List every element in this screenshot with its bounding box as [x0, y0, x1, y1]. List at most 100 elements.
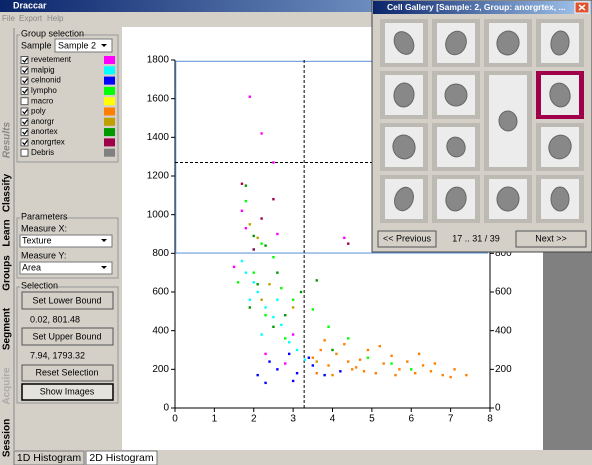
group-name: malpig	[31, 65, 55, 74]
side-tab[interactable]: Groups	[2, 255, 13, 291]
checkbox[interactable]	[20, 86, 29, 95]
menu-item[interactable]: File	[2, 14, 15, 23]
point	[244, 227, 248, 230]
point	[284, 337, 287, 340]
point	[335, 352, 338, 356]
cell-image	[444, 83, 468, 107]
cell-image	[550, 30, 570, 56]
cell-image	[550, 186, 570, 212]
point	[264, 352, 267, 356]
point	[284, 362, 287, 365]
point	[323, 373, 326, 377]
checkbox[interactable]	[20, 76, 29, 85]
point	[240, 182, 244, 185]
bottom-tab[interactable]	[13, 450, 85, 465]
window-title: Draccar	[13, 0, 47, 10]
side-tab[interactable]: Acquire	[2, 367, 13, 405]
point	[347, 242, 350, 245]
group-color	[104, 76, 115, 85]
point	[382, 362, 385, 365]
checkbox[interactable]	[20, 66, 29, 75]
point	[291, 333, 295, 336]
x-tick-label: 6	[408, 414, 414, 425]
checkbox[interactable]	[20, 138, 29, 147]
x-tick-label: 3	[290, 414, 296, 425]
label: Measure X:	[21, 223, 67, 233]
bottom-tab[interactable]	[85, 450, 158, 465]
box-title-bg	[20, 282, 54, 291]
menu-item[interactable]: Export	[19, 14, 43, 23]
checkbox[interactable]	[20, 97, 29, 106]
point	[291, 379, 295, 383]
point	[232, 265, 236, 269]
y-tick-label: 1200	[147, 171, 170, 182]
group-name: anorgr	[31, 117, 54, 126]
side-strip	[543, 252, 592, 450]
button-pressed[interactable]	[21, 383, 114, 401]
side-tab[interactable]: Classify	[2, 173, 13, 212]
check-mark	[22, 119, 28, 125]
checkbox[interactable]	[20, 107, 29, 116]
point	[252, 271, 255, 274]
group-color	[104, 107, 115, 116]
group-name: Debris	[31, 148, 54, 157]
x-tick-label: 1	[212, 414, 218, 425]
point	[244, 199, 248, 203]
checkbox[interactable]	[20, 117, 29, 126]
point	[350, 368, 354, 371]
point	[268, 283, 271, 286]
menu-item[interactable]: Help	[47, 14, 64, 23]
button[interactable]	[515, 230, 587, 248]
bound-text: 0.02, 801.48	[30, 314, 80, 324]
group-name: macro	[31, 96, 54, 105]
group-box	[16, 286, 119, 404]
cell-image	[548, 134, 572, 160]
button-label: Reset Selection	[35, 367, 98, 377]
y-tick-label: 1600	[147, 93, 170, 104]
point	[295, 348, 299, 352]
point	[276, 368, 279, 371]
side-tab[interactable]: Session	[2, 419, 13, 457]
sample-select[interactable]	[54, 38, 113, 53]
select-value: Sample 2	[58, 40, 96, 50]
point	[240, 259, 244, 263]
group-color	[104, 148, 115, 157]
point	[362, 370, 366, 373]
point	[248, 306, 252, 309]
side-tab[interactable]: Results	[2, 122, 13, 159]
measure-y-select[interactable]	[19, 261, 113, 275]
side-tab[interactable]: Learn	[2, 219, 13, 246]
point	[244, 271, 248, 274]
point	[248, 298, 252, 301]
cell-image	[498, 110, 518, 132]
close-icon	[578, 4, 586, 11]
point	[284, 314, 287, 317]
point	[465, 373, 468, 377]
point	[390, 362, 393, 365]
button[interactable]	[21, 364, 114, 382]
checkbox[interactable]	[20, 148, 29, 157]
cell-image	[549, 82, 571, 108]
point	[260, 217, 263, 220]
dropdown-arrow	[101, 266, 107, 269]
button[interactable]	[377, 230, 437, 248]
checkbox[interactable]	[20, 128, 29, 137]
gallery-title-bar	[373, 1, 591, 14]
side-tab[interactable]: Segment	[2, 307, 13, 350]
point	[347, 360, 350, 363]
button[interactable]	[21, 291, 114, 310]
point	[240, 209, 244, 212]
button[interactable]	[21, 327, 114, 346]
x-tick-label: 2	[251, 414, 257, 425]
checkbox[interactable]	[20, 56, 29, 64]
button-label: << Previous	[383, 233, 432, 243]
point	[260, 298, 263, 301]
measure-x-select[interactable]	[19, 234, 113, 248]
group-color	[104, 97, 115, 106]
cell-image	[392, 134, 416, 160]
point	[264, 244, 267, 247]
box-title: Group selection	[21, 28, 84, 38]
point	[339, 370, 342, 373]
gallery-title: Cell Gallery [Sample: 2, Group: anorgrte…	[387, 2, 566, 12]
